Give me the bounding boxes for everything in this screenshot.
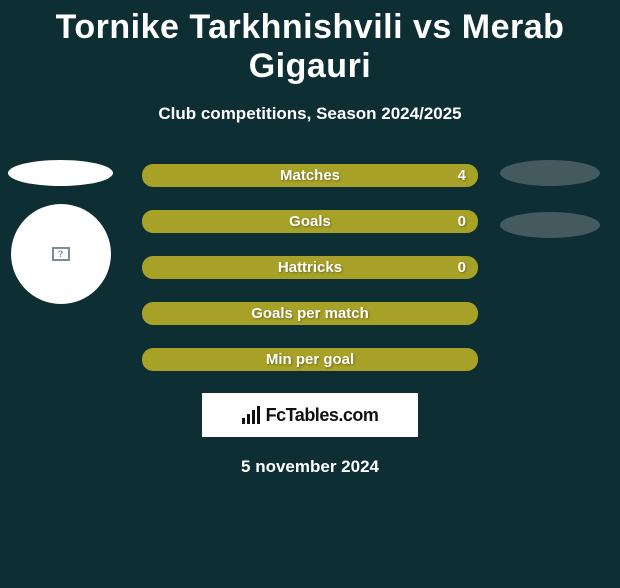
- stat-bar-goals: Goals 0: [142, 210, 478, 233]
- right-ellipse-1: [500, 160, 600, 186]
- stat-label: Matches: [280, 167, 340, 184]
- stat-bar-goals-per-match: Goals per match: [142, 302, 478, 325]
- snapshot-date: 5 november 2024: [0, 457, 620, 477]
- left-ellipse: [8, 160, 113, 186]
- right-ellipse-2: [500, 212, 600, 238]
- page-title: Tornike Tarkhnishvili vs Merab Gigauri: [0, 8, 620, 86]
- site-logo: FcTables.com: [202, 393, 418, 437]
- signal-icon: [242, 406, 260, 424]
- stat-bars: Matches 4 Goals 0 Hattricks 0 Goals per …: [142, 164, 478, 371]
- stat-label: Min per goal: [266, 351, 354, 368]
- comparison-content: ? Matches 4 Goals 0 Hattricks 0 Goals pe…: [0, 164, 620, 477]
- stat-bar-hattricks: Hattricks 0: [142, 256, 478, 279]
- logo-text: FcTables.com: [266, 405, 379, 426]
- stat-bar-matches: Matches 4: [142, 164, 478, 187]
- stat-label: Goals: [289, 213, 331, 230]
- stat-bar-min-per-goal: Min per goal: [142, 348, 478, 371]
- subtitle: Club competitions, Season 2024/2025: [0, 104, 620, 124]
- right-player-graphic: [500, 160, 600, 238]
- stat-value: 0: [458, 259, 466, 276]
- stat-label: Hattricks: [278, 259, 342, 276]
- left-player-avatar: ?: [11, 204, 111, 304]
- placeholder-icon: ?: [52, 247, 70, 261]
- stat-value: 0: [458, 213, 466, 230]
- stat-value: 4: [458, 167, 466, 184]
- stat-label: Goals per match: [251, 305, 369, 322]
- left-player-graphic: ?: [8, 160, 113, 304]
